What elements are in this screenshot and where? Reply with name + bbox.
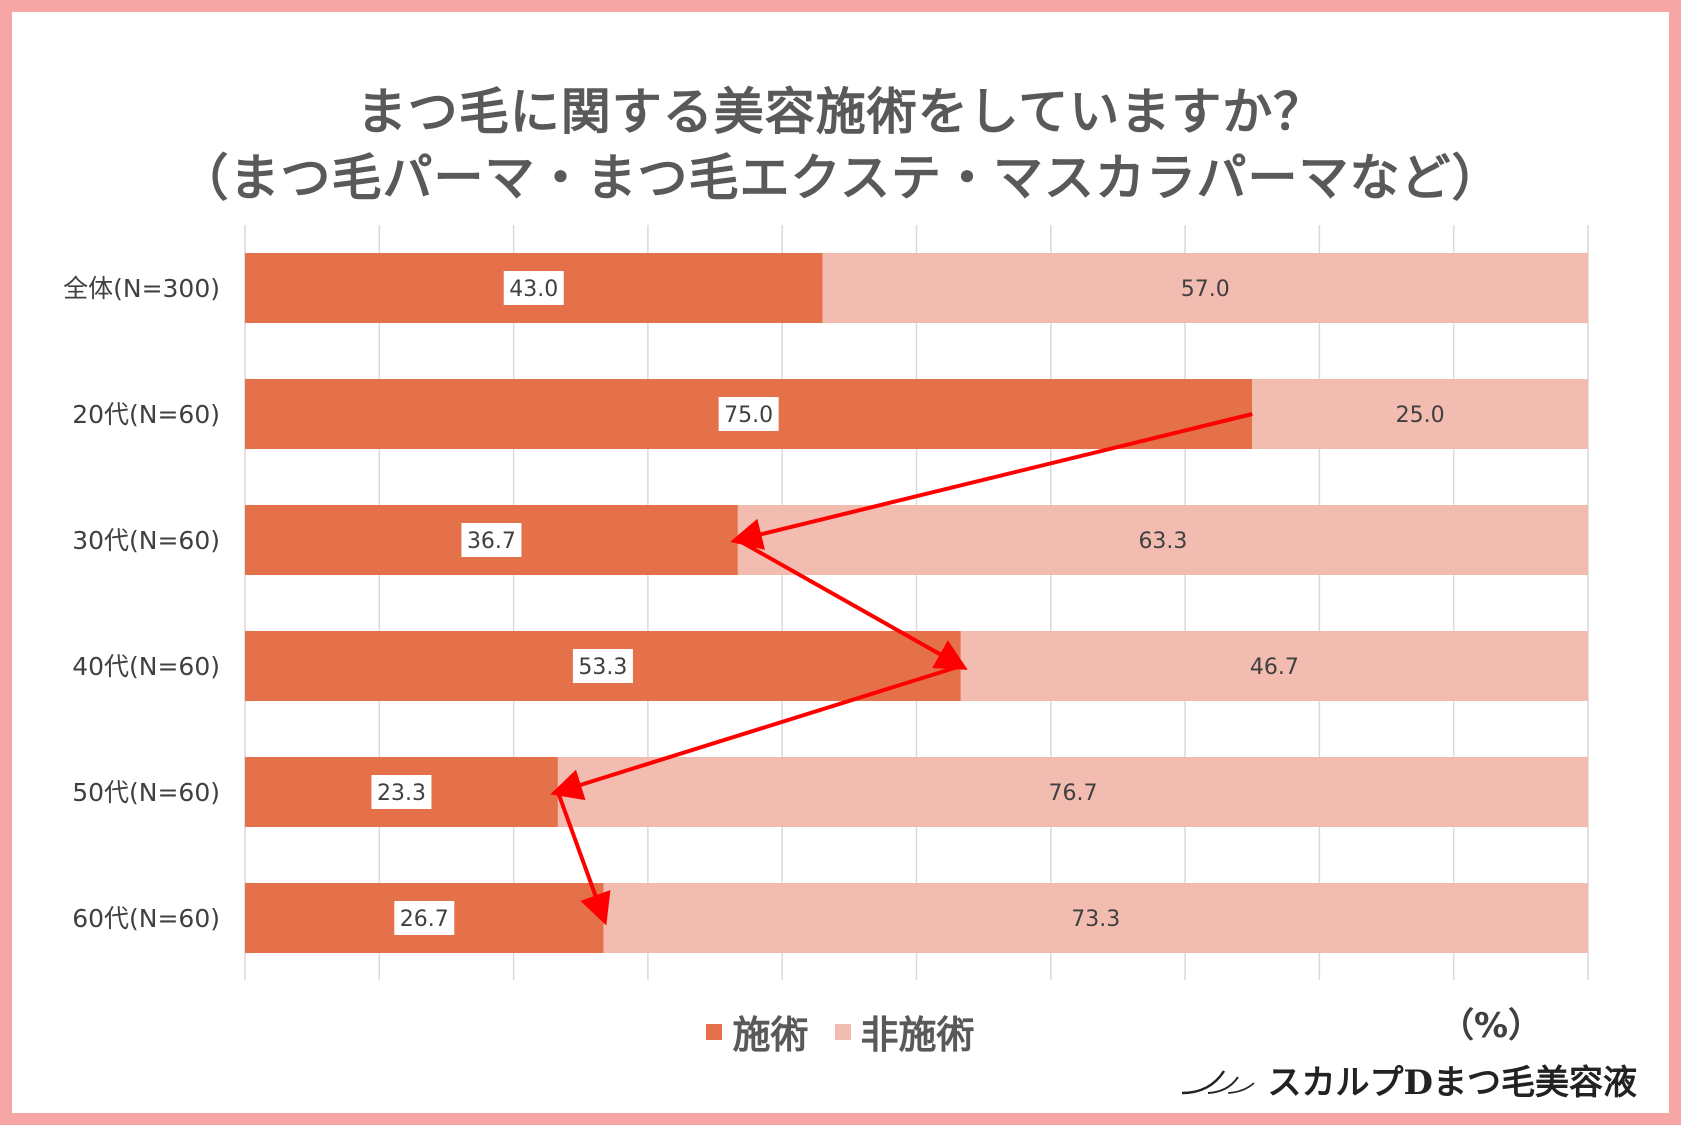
chart-title: まつ毛に関する美容施術をしていますか？ [356, 83, 1325, 141]
category-label: 30代(N=60) [72, 526, 220, 555]
legend-label-series-1: 非施術 [860, 1013, 975, 1057]
category-label: 全体(N=300) [63, 274, 220, 303]
data-label: 76.7 [1048, 781, 1097, 806]
data-label-box [371, 775, 432, 809]
bar-series-1 [737, 505, 1588, 575]
data-label: 23.3 [377, 781, 426, 806]
data-label-box [572, 649, 633, 683]
legend-swatch-series-0 [706, 1023, 723, 1040]
category-label: 40代(N=60) [72, 652, 220, 681]
data-label: 36.7 [467, 529, 516, 554]
legend: 施術 非施術 [0, 1004, 1681, 1059]
data-label: 26.7 [400, 907, 449, 932]
category-label: 60代(N=60) [72, 904, 220, 933]
category-label: 50代(N=60) [72, 778, 220, 807]
legend-label-series-0: 施術 [732, 1013, 809, 1057]
bar-series-1 [1252, 379, 1588, 449]
category-label: 20代(N=60) [72, 400, 220, 429]
eyelash-logo-icon [1181, 1069, 1255, 1094]
unit-label: （%） [1440, 1006, 1543, 1046]
legend-item-series-1: 非施術 [834, 1004, 975, 1059]
brand-logo: スカルプDまつ毛美容液 [1180, 1055, 1637, 1104]
data-label: 43.0 [509, 277, 558, 302]
data-label: 46.7 [1250, 655, 1299, 680]
legend-swatch-series-1 [834, 1023, 851, 1040]
bar-series-1 [557, 757, 1589, 827]
legend-item-series-0: 施術 [706, 1004, 809, 1059]
trend-arrow [556, 791, 611, 926]
data-label-box [461, 523, 522, 557]
bar-series-1 [822, 253, 1588, 323]
data-label-box [718, 397, 779, 431]
bar-series-1 [603, 883, 1588, 953]
data-label: 53.3 [578, 655, 627, 680]
data-label: 75.0 [724, 403, 773, 428]
chart-subtitle: （まつ毛パーマ・まつ毛エクステ・マスカラパーマなど） [178, 149, 1503, 207]
data-label: 73.3 [1071, 907, 1120, 932]
trend-arrow [550, 664, 962, 801]
data-label: 25.0 [1396, 403, 1445, 428]
trend-arrow [736, 538, 968, 670]
data-label-box [394, 901, 455, 935]
bar-series-1 [960, 631, 1588, 701]
data-label: 63.3 [1138, 529, 1187, 554]
trend-arrow [730, 412, 1253, 550]
data-label: 57.0 [1181, 277, 1230, 302]
brand-text: スカルプDまつ毛美容液 [1267, 1063, 1637, 1103]
data-label-box [503, 271, 564, 305]
